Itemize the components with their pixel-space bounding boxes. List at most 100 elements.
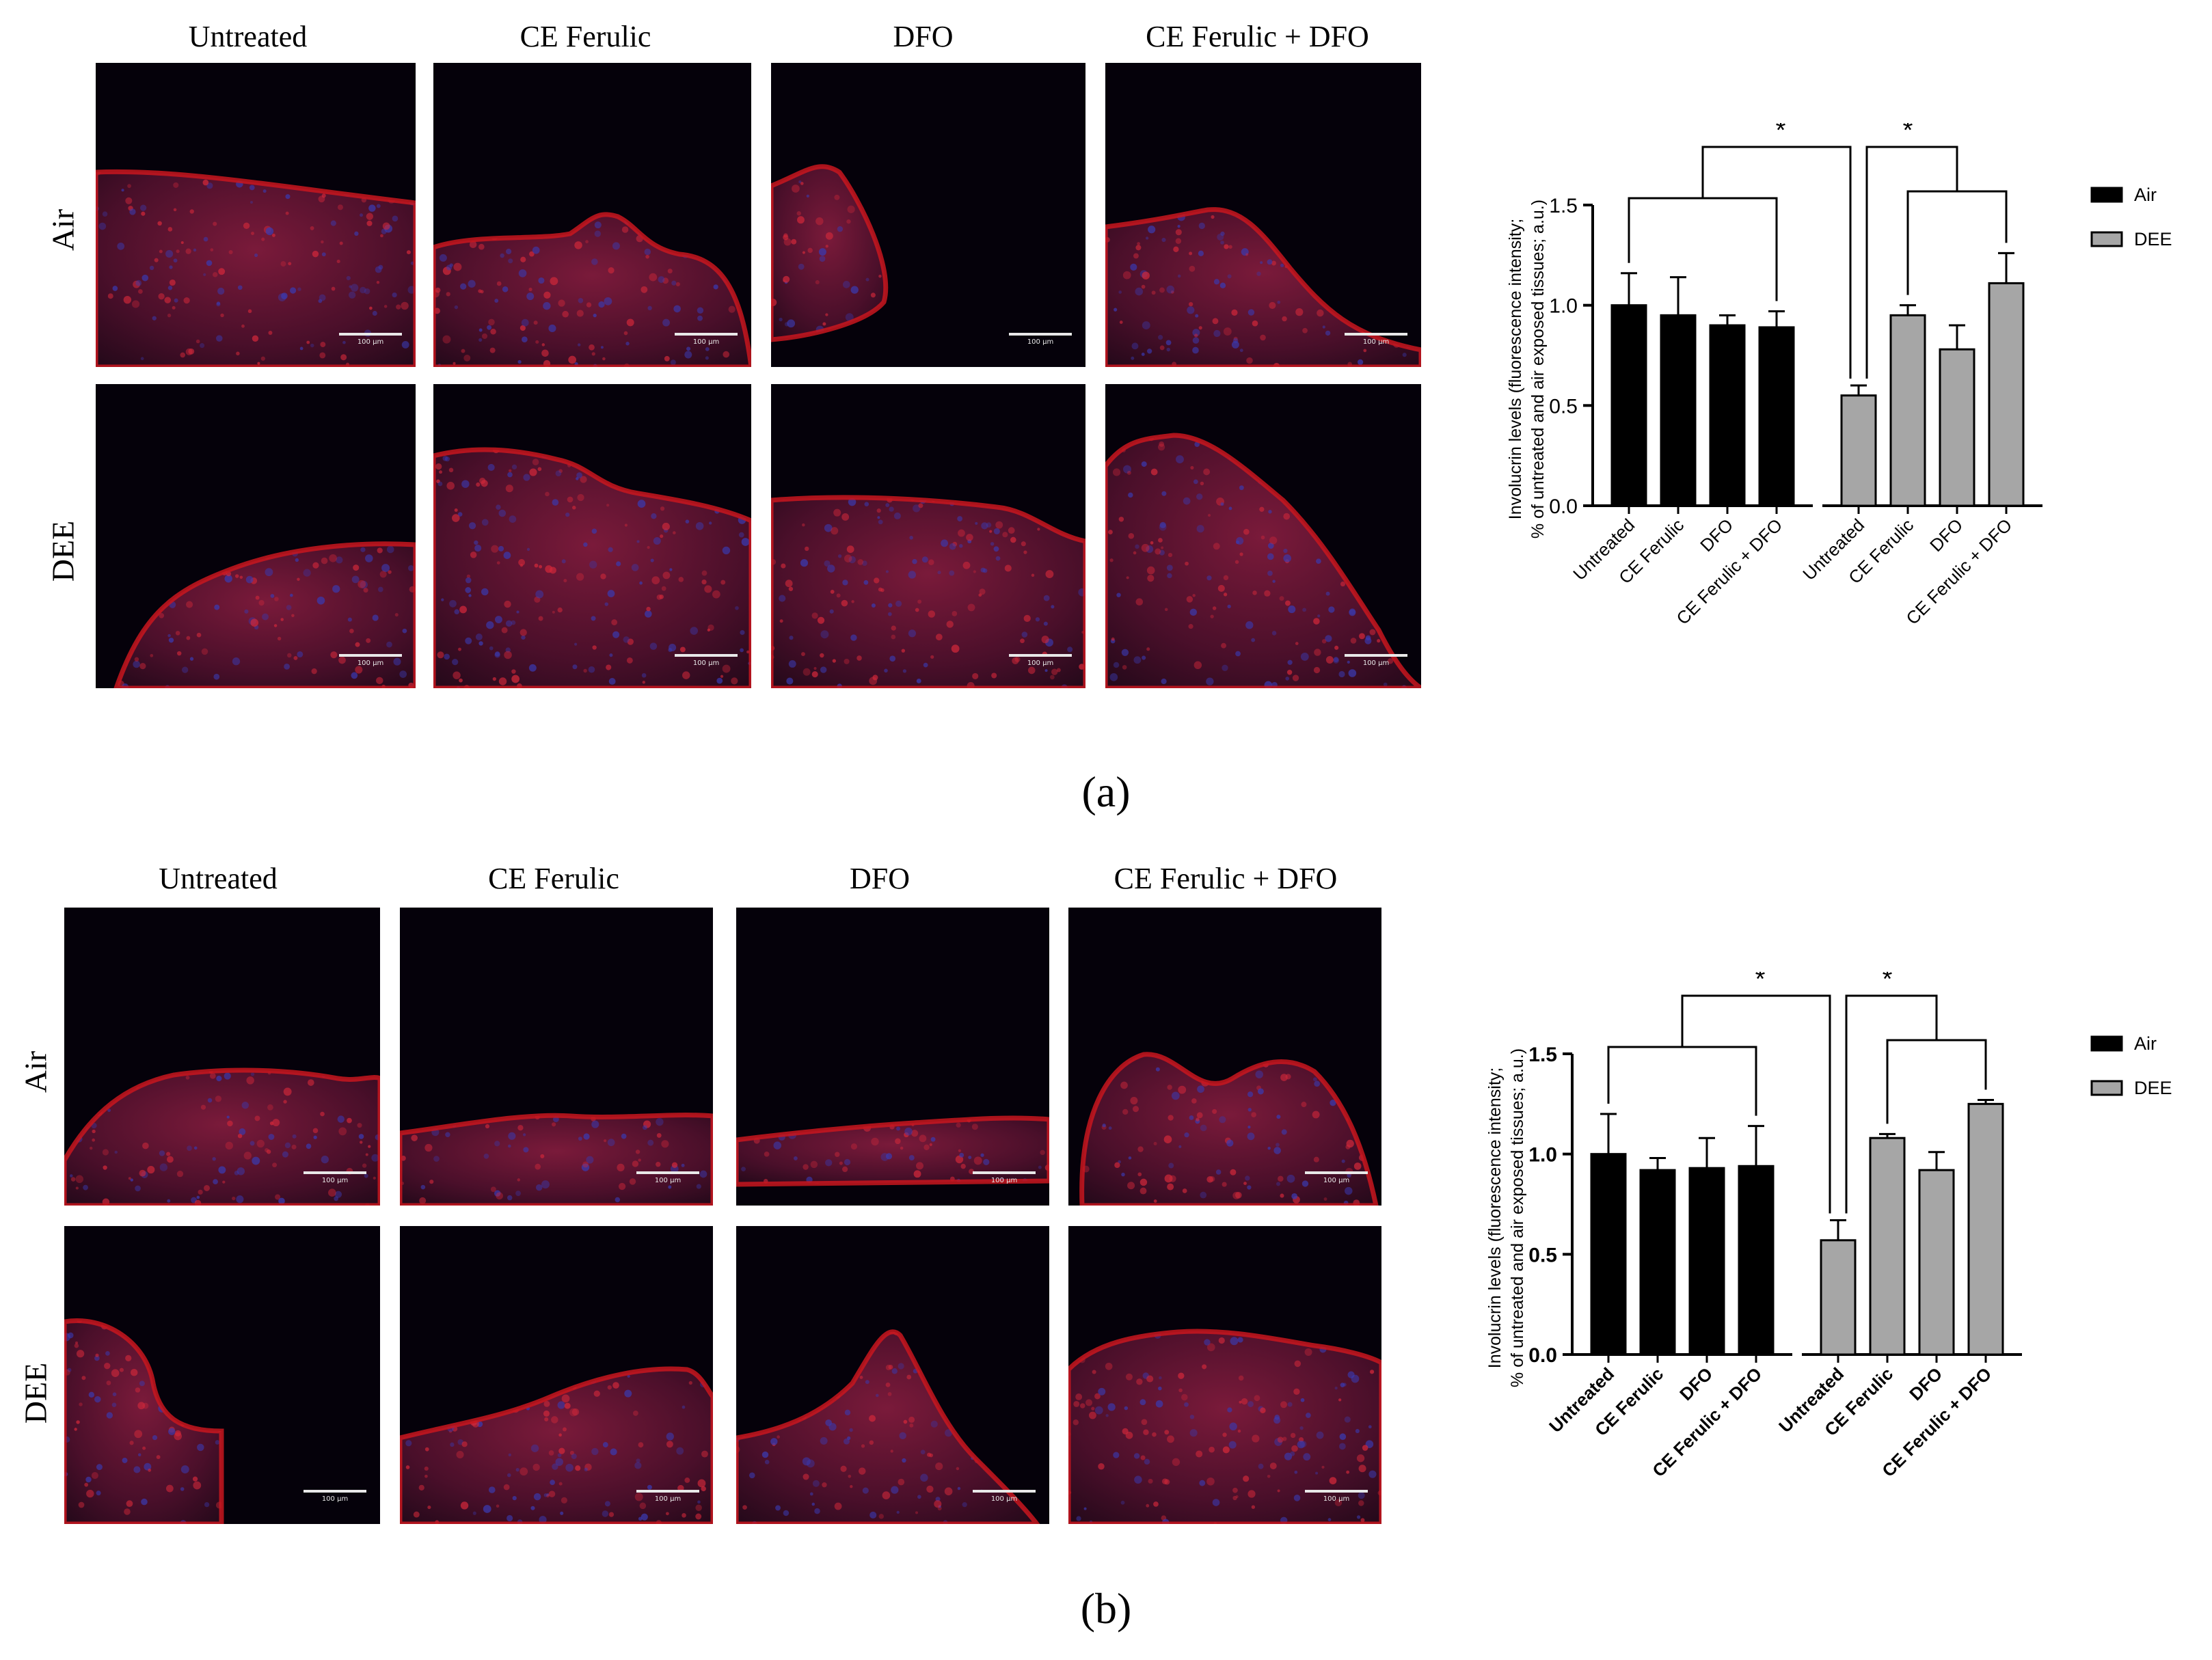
micrograph-air-dfo: 100 µm <box>771 63 1085 367</box>
tissue-edge <box>771 164 889 342</box>
chart-svg: 0.0 0.5 1.0 1.5 Involucrin levels (fluoresce… <box>1506 116 2172 629</box>
micrograph-image <box>400 1366 713 1524</box>
bar <box>1840 394 1877 507</box>
scale-bar: 100 µm <box>1009 326 1072 355</box>
scale-bar-label: 100 µm <box>692 338 720 346</box>
scale-bar: 100 µm <box>339 647 402 676</box>
tissue-region <box>736 1117 1049 1184</box>
micrograph-image <box>400 1113 713 1206</box>
tissue-edge <box>1068 1329 1381 1524</box>
scale-bar-label: 100 µm <box>654 1177 682 1184</box>
tissue-edge <box>736 1329 1040 1524</box>
legend-label: Air <box>2134 185 2157 205</box>
scale-bar-line <box>1305 1171 1368 1174</box>
scale-bar: 100 µm <box>636 1165 699 1193</box>
y-axis-label-line2: % of untreated and air exposed tissues; … <box>1508 1048 1527 1387</box>
scale-bar: 100 µm <box>973 1483 1036 1512</box>
scale-bar-line <box>1009 654 1072 657</box>
micrograph-air-untreated: 100 µm <box>64 908 380 1206</box>
scale-bar-line <box>1345 333 1407 336</box>
micrograph-image <box>771 495 1085 688</box>
scale-bar-line <box>973 1490 1036 1493</box>
scale-bar-line <box>1345 654 1407 657</box>
bar <box>1660 314 1697 507</box>
legend-label: DEE <box>2134 229 2172 249</box>
panel-caption-a: (a) <box>1081 767 1131 816</box>
tissue-edge <box>400 1113 713 1206</box>
bar <box>1967 1102 2004 1356</box>
tissue-edge <box>64 1067 380 1206</box>
significance-star: * <box>1776 123 1786 145</box>
micrograph-dee-ce-ferulic: 100 µm <box>400 1226 713 1524</box>
micrograph-image <box>96 169 416 367</box>
scale-bar: 100 µm <box>1305 1483 1368 1512</box>
column-title-dfo: DFO <box>849 862 911 895</box>
scale-bar-line <box>304 1490 366 1493</box>
y-tick-label: 1.5 <box>1528 1044 1557 1066</box>
column-title-untreated: Untreated <box>159 862 278 895</box>
legend-label: Air <box>2134 1033 2157 1054</box>
micrograph-image <box>736 1329 1040 1524</box>
scale-bar-line <box>636 1490 699 1493</box>
significance-bracket <box>1628 197 1778 301</box>
scale-bar-line <box>1305 1490 1368 1493</box>
scale-bar-line <box>339 654 402 657</box>
row-label-air: Air <box>18 1050 53 1093</box>
scale-bar-label: 100 µm <box>321 1495 349 1503</box>
y-axis-label-line2: % of untreated and air exposed tissues; … <box>1528 200 1548 539</box>
scale-bar-label: 100 µm <box>321 1177 349 1184</box>
scale-bar-label: 100 µm <box>1027 659 1054 667</box>
significance-bracket <box>1701 146 1852 379</box>
x-tick-label: DFO <box>1675 1363 1716 1404</box>
legend-swatch <box>2090 231 2123 247</box>
micrograph-air-ce-ferulic: 100 µm <box>433 63 751 367</box>
chart-svg: 0.0 0.5 1.0 1.5 Involucrin levels (fluoresce… <box>1485 965 2172 1481</box>
significance-bracket <box>1906 190 2008 295</box>
y-tick-label: 0.5 <box>1549 395 1578 418</box>
scale-bar-label: 100 µm <box>357 338 384 346</box>
tissue-region <box>400 1369 713 1524</box>
bar <box>1889 314 1926 507</box>
significance-bracket <box>1865 146 1958 379</box>
micrograph-image <box>1079 1052 1379 1206</box>
significance-bracket <box>1845 994 1938 1214</box>
bar <box>1988 282 2025 507</box>
bar <box>1590 1153 1627 1356</box>
bar <box>1709 324 1746 507</box>
significance-bracket <box>1681 994 1831 1214</box>
micrograph-dee-ce-ferulic-dfo: 100 µm <box>1068 1226 1381 1524</box>
scale-bar: 100 µm <box>1009 647 1072 676</box>
micrograph-air-ce-ferulic-dfo: 100 µm <box>1105 63 1421 367</box>
micrograph-dee-ce-ferulic-dfo: 100 µm <box>1105 384 1421 688</box>
tissue-region <box>771 166 886 340</box>
figure-panel-b: Untreated CE Ferulic DFO CE Ferulic + DF… <box>0 842 2212 1648</box>
tissue-region <box>736 1331 1037 1524</box>
micrograph-dee-untreated: 100 µm <box>64 1226 380 1524</box>
tissue-region <box>433 449 751 688</box>
scale-bar-label: 100 µm <box>990 1177 1018 1184</box>
y-tick-label: 1.5 <box>1549 195 1578 217</box>
legend-swatch <box>2090 187 2123 203</box>
scale-bar-label: 100 µm <box>1027 338 1054 346</box>
y-axis-label: Involucrin levels (fluorescence intensit… <box>1485 1067 1505 1368</box>
tissue-edge <box>433 447 751 688</box>
legend-label: DEE <box>2134 1078 2172 1098</box>
micrograph-image <box>1105 207 1421 367</box>
micrograph-air-untreated: 100 µm <box>96 63 416 367</box>
column-title-ce-ferulic: CE Ferulic <box>520 20 651 53</box>
tissue-region <box>1081 1054 1376 1206</box>
micrograph-dee-untreated: 100 µm <box>96 384 416 688</box>
scale-bar: 100 µm <box>304 1165 366 1193</box>
y-tick-label: 0.0 <box>1528 1344 1557 1367</box>
scale-bar: 100 µm <box>304 1483 366 1512</box>
x-tick-label: DFO <box>1905 1363 1946 1404</box>
tissue-region <box>771 497 1085 688</box>
significance-bracket <box>1607 1046 1757 1116</box>
row-label-dee: DEE <box>18 1362 53 1424</box>
bar <box>1610 304 1647 507</box>
y-tick-label: 0.5 <box>1528 1244 1557 1266</box>
scale-bar-label: 100 µm <box>357 659 384 667</box>
chart-involucrin-b: 0.0 0.5 1.0 1.5 Involucrin levels (fluoresce… <box>1463 965 2194 1573</box>
y-axis-label: Involucrin levels (fluorescence intensit… <box>1506 219 1525 519</box>
column-title-untreated: Untreated <box>188 20 308 53</box>
